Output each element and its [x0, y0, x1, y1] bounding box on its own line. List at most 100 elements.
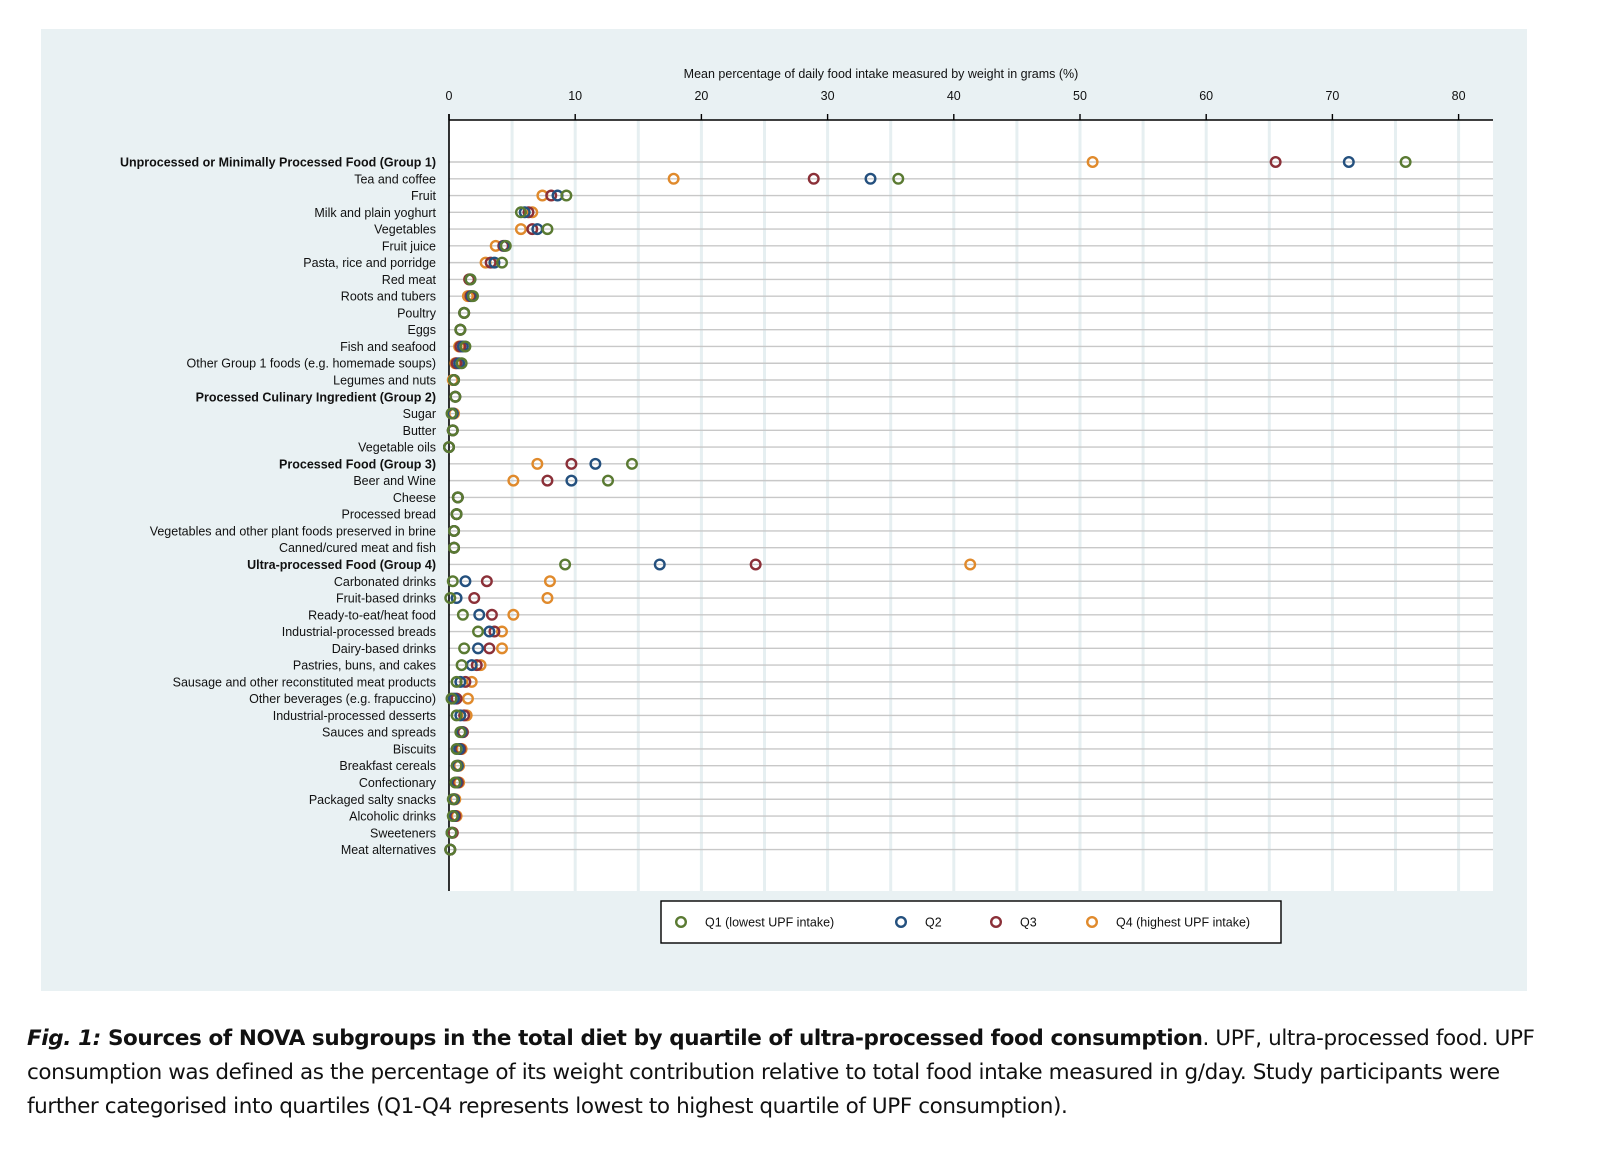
data-point-q3: [807, 172, 820, 185]
data-point-q1: [541, 223, 554, 236]
category-label: Red meat: [382, 273, 437, 287]
data-point-q1: [448, 524, 461, 537]
y-axis-labels: Unprocessed or Minimally Processed Food …: [120, 156, 437, 858]
group-label: Processed Food (Group 3): [279, 457, 436, 471]
category-label: Pasta, rice and porridge: [303, 256, 436, 270]
data-point-q2: [864, 172, 877, 185]
data-point-q1: [496, 256, 509, 269]
data-point-q3: [468, 592, 481, 605]
data-point-q3: [483, 642, 496, 655]
x-tick-label: 60: [1199, 89, 1213, 103]
legend: Q1 (lowest UPF intake) Q2 Q3 Q4 (highest UP…: [660, 900, 1282, 944]
group-label: Unprocessed or Minimally Processed Food …: [120, 156, 436, 170]
data-point-q4: [526, 206, 539, 219]
category-label: Carbonated drinks: [334, 575, 436, 589]
x-tick-label: 20: [694, 89, 708, 103]
data-point-q1: [450, 759, 463, 772]
category-label: Fruit: [411, 189, 437, 203]
data-point-q2: [565, 474, 578, 487]
data-point-q1: [449, 390, 462, 403]
data-point-q2: [459, 575, 472, 588]
data-point-q1: [514, 206, 527, 219]
data-point-q4: [514, 223, 527, 236]
category-label: Other Group 1 foods (e.g. homemade soups…: [187, 357, 436, 371]
data-point-q3: [485, 608, 498, 621]
category-label: Ready-to-eat/heat food: [308, 608, 436, 622]
data-point-q1: [455, 357, 468, 370]
data-point-q1: [446, 575, 459, 588]
legend-label-q2: Q2: [925, 916, 942, 930]
data-point-q1: [450, 709, 463, 722]
category-label: Vegetables and other plant foods preserv…: [150, 524, 436, 538]
data-point-q1: [602, 474, 615, 487]
category-label: Butter: [403, 424, 436, 438]
legend-label-q4: Q4 (highest UPF intake): [1116, 916, 1250, 930]
vertical-gridlines: [510, 120, 1461, 891]
data-point-q1: [458, 306, 471, 319]
data-points: [443, 155, 1412, 856]
data-point-q4: [465, 675, 478, 688]
category-label: Meat alternatives: [341, 843, 436, 857]
data-point-q4: [507, 474, 520, 487]
category-label: Pastries, buns, and cakes: [293, 659, 436, 673]
data-point-q3: [480, 575, 493, 588]
data-point-q1: [444, 592, 457, 605]
x-tick-label: 0: [446, 89, 453, 103]
data-point-q4: [541, 592, 554, 605]
legend-marker-q2: [895, 916, 908, 929]
data-point-q3: [470, 659, 483, 672]
legend-marker-q4: [1085, 916, 1098, 929]
data-point-q1: [446, 793, 459, 806]
category-label: Tea and coffee: [354, 172, 436, 186]
legend-marker-q1: [675, 916, 688, 929]
data-point-q4: [531, 457, 544, 470]
figure-caption: Fig. 1: Sources of NOVA subgroups in the…: [27, 1022, 1547, 1124]
data-point-q1: [454, 323, 467, 336]
caption-body: . UPF, ultra-processed food. UPF consump…: [27, 1026, 1535, 1119]
caption-label: Fig. 1:: [27, 1026, 101, 1051]
data-point-q3: [541, 474, 554, 487]
dot-plot-chart: 0 10 20 30 40 50 60 70 80 Mean percentage of dai…: [120, 67, 1493, 944]
category-label: Dairy-based drinks: [332, 642, 436, 656]
legend-marker-q3: [990, 916, 1003, 929]
data-point-q3: [749, 558, 762, 571]
category-label: Processed bread: [341, 508, 436, 522]
data-point-q1: [560, 189, 573, 202]
data-point-q3: [526, 223, 539, 236]
data-point-q2: [1342, 155, 1355, 168]
category-label: Fruit-based drinks: [336, 592, 436, 606]
category-label: Vegetables: [374, 223, 436, 237]
data-point-q2: [518, 206, 531, 219]
data-point-q1: [450, 675, 463, 688]
data-point-q3: [545, 189, 558, 202]
x-tick-label: 80: [1452, 89, 1466, 103]
category-label: Canned/cured meat and fish: [279, 541, 436, 555]
data-point-q1: [445, 407, 458, 420]
data-point-q2: [488, 256, 501, 269]
legend-label-q3: Q3: [1020, 916, 1037, 930]
data-point-q2: [450, 592, 463, 605]
category-label: Legumes and nuts: [333, 374, 436, 388]
x-tick-label: 30: [821, 89, 835, 103]
data-point-q2: [653, 558, 666, 571]
data-point-q2: [454, 709, 467, 722]
category-label: Poultry: [397, 306, 437, 320]
x-tick-label: 50: [1073, 89, 1087, 103]
data-point-q1: [446, 810, 459, 823]
category-label: Sausage and other reconstituted meat pro…: [173, 675, 436, 689]
category-label: Milk and plain yoghurt: [314, 206, 436, 220]
data-point-q2: [473, 608, 486, 621]
data-point-q1: [448, 541, 461, 554]
data-point-q4: [667, 172, 680, 185]
category-label: Roots and tubers: [341, 290, 436, 304]
data-point-q1: [466, 290, 479, 303]
data-point-q3: [565, 457, 578, 470]
category-label: Beer and Wine: [353, 474, 436, 488]
legend-label-q1: Q1 (lowest UPF intake): [705, 916, 834, 930]
plot-area: [449, 120, 1493, 891]
data-point-q1: [472, 625, 485, 638]
data-point-q2: [472, 642, 485, 655]
category-label: Cheese: [393, 491, 436, 505]
horizontal-gridlines: [449, 161, 1493, 851]
x-tick-label: 70: [1325, 89, 1339, 103]
